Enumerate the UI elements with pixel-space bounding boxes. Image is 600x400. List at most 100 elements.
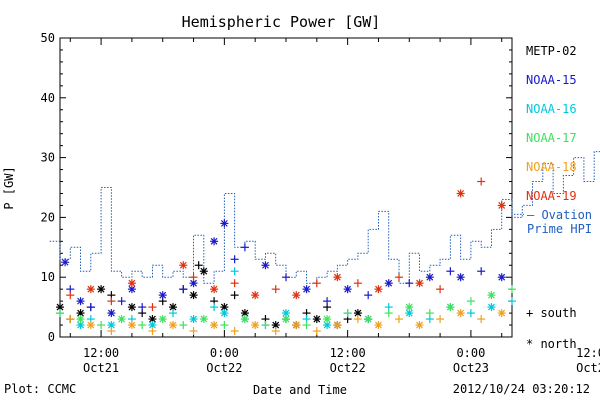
noaa-17-south-point [261, 321, 270, 330]
y-tick-label: 10 [41, 270, 55, 284]
metp-02-north-point [271, 321, 280, 330]
noaa-19-north-point [456, 189, 465, 198]
noaa-19-south-point [230, 279, 239, 288]
noaa-18-south-point [353, 315, 362, 324]
symbol-key: + south * north [526, 298, 577, 360]
noaa-17-north-point [323, 315, 332, 324]
legend: METP-02 NOAA-15 NOAA-16 NOAA-17 NOAA-18 NOAA-… [526, 44, 600, 218]
metp-02-south-point [194, 261, 203, 270]
noaa-17-north-point [199, 315, 208, 324]
noaa-15-north-point [302, 285, 311, 294]
noaa-17-north-point [158, 315, 167, 324]
noaa-18-south-point [107, 327, 116, 336]
noaa-18-south-point [395, 315, 403, 324]
noaa-18-north-point [333, 321, 342, 330]
noaa-17-south-point [220, 321, 229, 330]
noaa-19-north-point [497, 201, 506, 210]
x-tick-label-time: 0:00 [210, 346, 239, 360]
noaa-16-south-point [210, 303, 219, 312]
metp-02-north-point [97, 285, 106, 294]
noaa-19-north-point [127, 279, 136, 288]
noaa-17-south-point [508, 285, 516, 294]
x-tick-label-date: Oct22 [330, 361, 366, 375]
noaa-15-north-point [384, 279, 393, 288]
noaa-18-north-point [210, 321, 219, 330]
symbol-key-south: + south [526, 306, 577, 320]
noaa-15-south-point [179, 285, 188, 294]
noaa-18-north-point [456, 309, 465, 318]
noaa-16-south-point [169, 309, 177, 318]
noaa-15-north-point [497, 273, 506, 282]
noaa-18-north-point [86, 321, 95, 330]
metp-02-north-point [56, 303, 64, 312]
ovation-legend-line1: — Ovation [527, 208, 593, 222]
noaa-15-north-point [189, 279, 198, 288]
noaa-17-south-point [138, 321, 147, 330]
chart-title: Hemispheric Power [GW] [182, 13, 381, 31]
noaa-17-north-point [240, 315, 249, 324]
noaa-15-south-point [364, 291, 373, 300]
y-tick-label: 0 [48, 330, 55, 344]
noaa-16-south-point [508, 297, 516, 306]
x-tick-label-time: 12:00 [576, 346, 600, 360]
noaa-18-north-point [127, 321, 136, 330]
noaa-17-north-point [405, 303, 414, 312]
legend-item-metp-02: METP-02 [526, 44, 577, 58]
ovation-legend: — Ovation Prime HPI [527, 208, 592, 236]
noaa-16-north-point [487, 303, 496, 312]
noaa-17-north-point [76, 315, 85, 324]
noaa-18-south-point [477, 315, 486, 324]
legend-item-noaa-18: NOAA-18 [526, 160, 577, 174]
noaa-15-south-point [323, 297, 332, 306]
noaa-18-north-point [169, 321, 177, 330]
noaa-18-north-point [497, 309, 506, 318]
noaa-15-north-point [425, 273, 434, 282]
noaa-17-north-point [364, 315, 373, 324]
noaa-17-south-point [179, 321, 188, 330]
noaa-19-north-point [333, 273, 342, 282]
noaa-15-north-point [210, 237, 219, 246]
noaa-19-south-point [436, 285, 445, 294]
noaa-19-north-point [86, 285, 95, 294]
y-tick-label: 30 [41, 151, 55, 165]
metp-02-north-point [312, 315, 321, 324]
noaa-16-north-point [189, 315, 198, 324]
noaa-15-south-point [446, 267, 455, 276]
x-tick-label-date: Oct23 [576, 361, 600, 375]
x-tick-label-date: Oct21 [83, 361, 119, 375]
noaa-18-north-point [374, 321, 383, 330]
y-tick-label: 20 [41, 210, 55, 224]
noaa-19-south-point [353, 279, 362, 288]
footer-timestamp: 2012/10/24 03:20:12 [452, 382, 590, 396]
plot-frame [59, 37, 513, 338]
noaa-17-south-point [343, 309, 352, 318]
noaa-19-north-point [292, 291, 301, 300]
noaa-17-north-point [282, 315, 290, 324]
noaa-18-north-point [415, 321, 424, 330]
noaa-15-north-point [456, 273, 465, 282]
noaa-19-north-point [179, 261, 188, 270]
noaa-19-north-point [415, 279, 424, 288]
noaa-15-south-point [86, 303, 95, 312]
noaa-17-south-point [56, 309, 64, 318]
noaa-19-south-point [148, 303, 157, 312]
noaa-15-south-point [477, 267, 486, 276]
noaa-19-south-point [189, 273, 198, 282]
legend-item-noaa-19: NOAA-19 [526, 189, 577, 203]
noaa-19-south-point [395, 273, 403, 282]
y-tick-label: 40 [41, 91, 55, 105]
noaa-15-north-point [220, 219, 229, 228]
symbol-key-north: * north [526, 337, 577, 351]
noaa-19-north-point [374, 285, 383, 294]
noaa-19-south-point [312, 279, 321, 288]
x-axis-label: Date and Time [253, 383, 347, 397]
noaa-18-south-point [271, 327, 280, 336]
noaa-19-south-point [107, 297, 116, 306]
noaa-15-south-point [117, 297, 126, 306]
x-tick-label-time: 12:00 [330, 346, 366, 360]
noaa-15-south-point [282, 273, 290, 282]
noaa-19-south-point [271, 285, 280, 294]
x-tick-label-time: 0:00 [456, 346, 485, 360]
noaa-15-south-point [138, 303, 147, 312]
